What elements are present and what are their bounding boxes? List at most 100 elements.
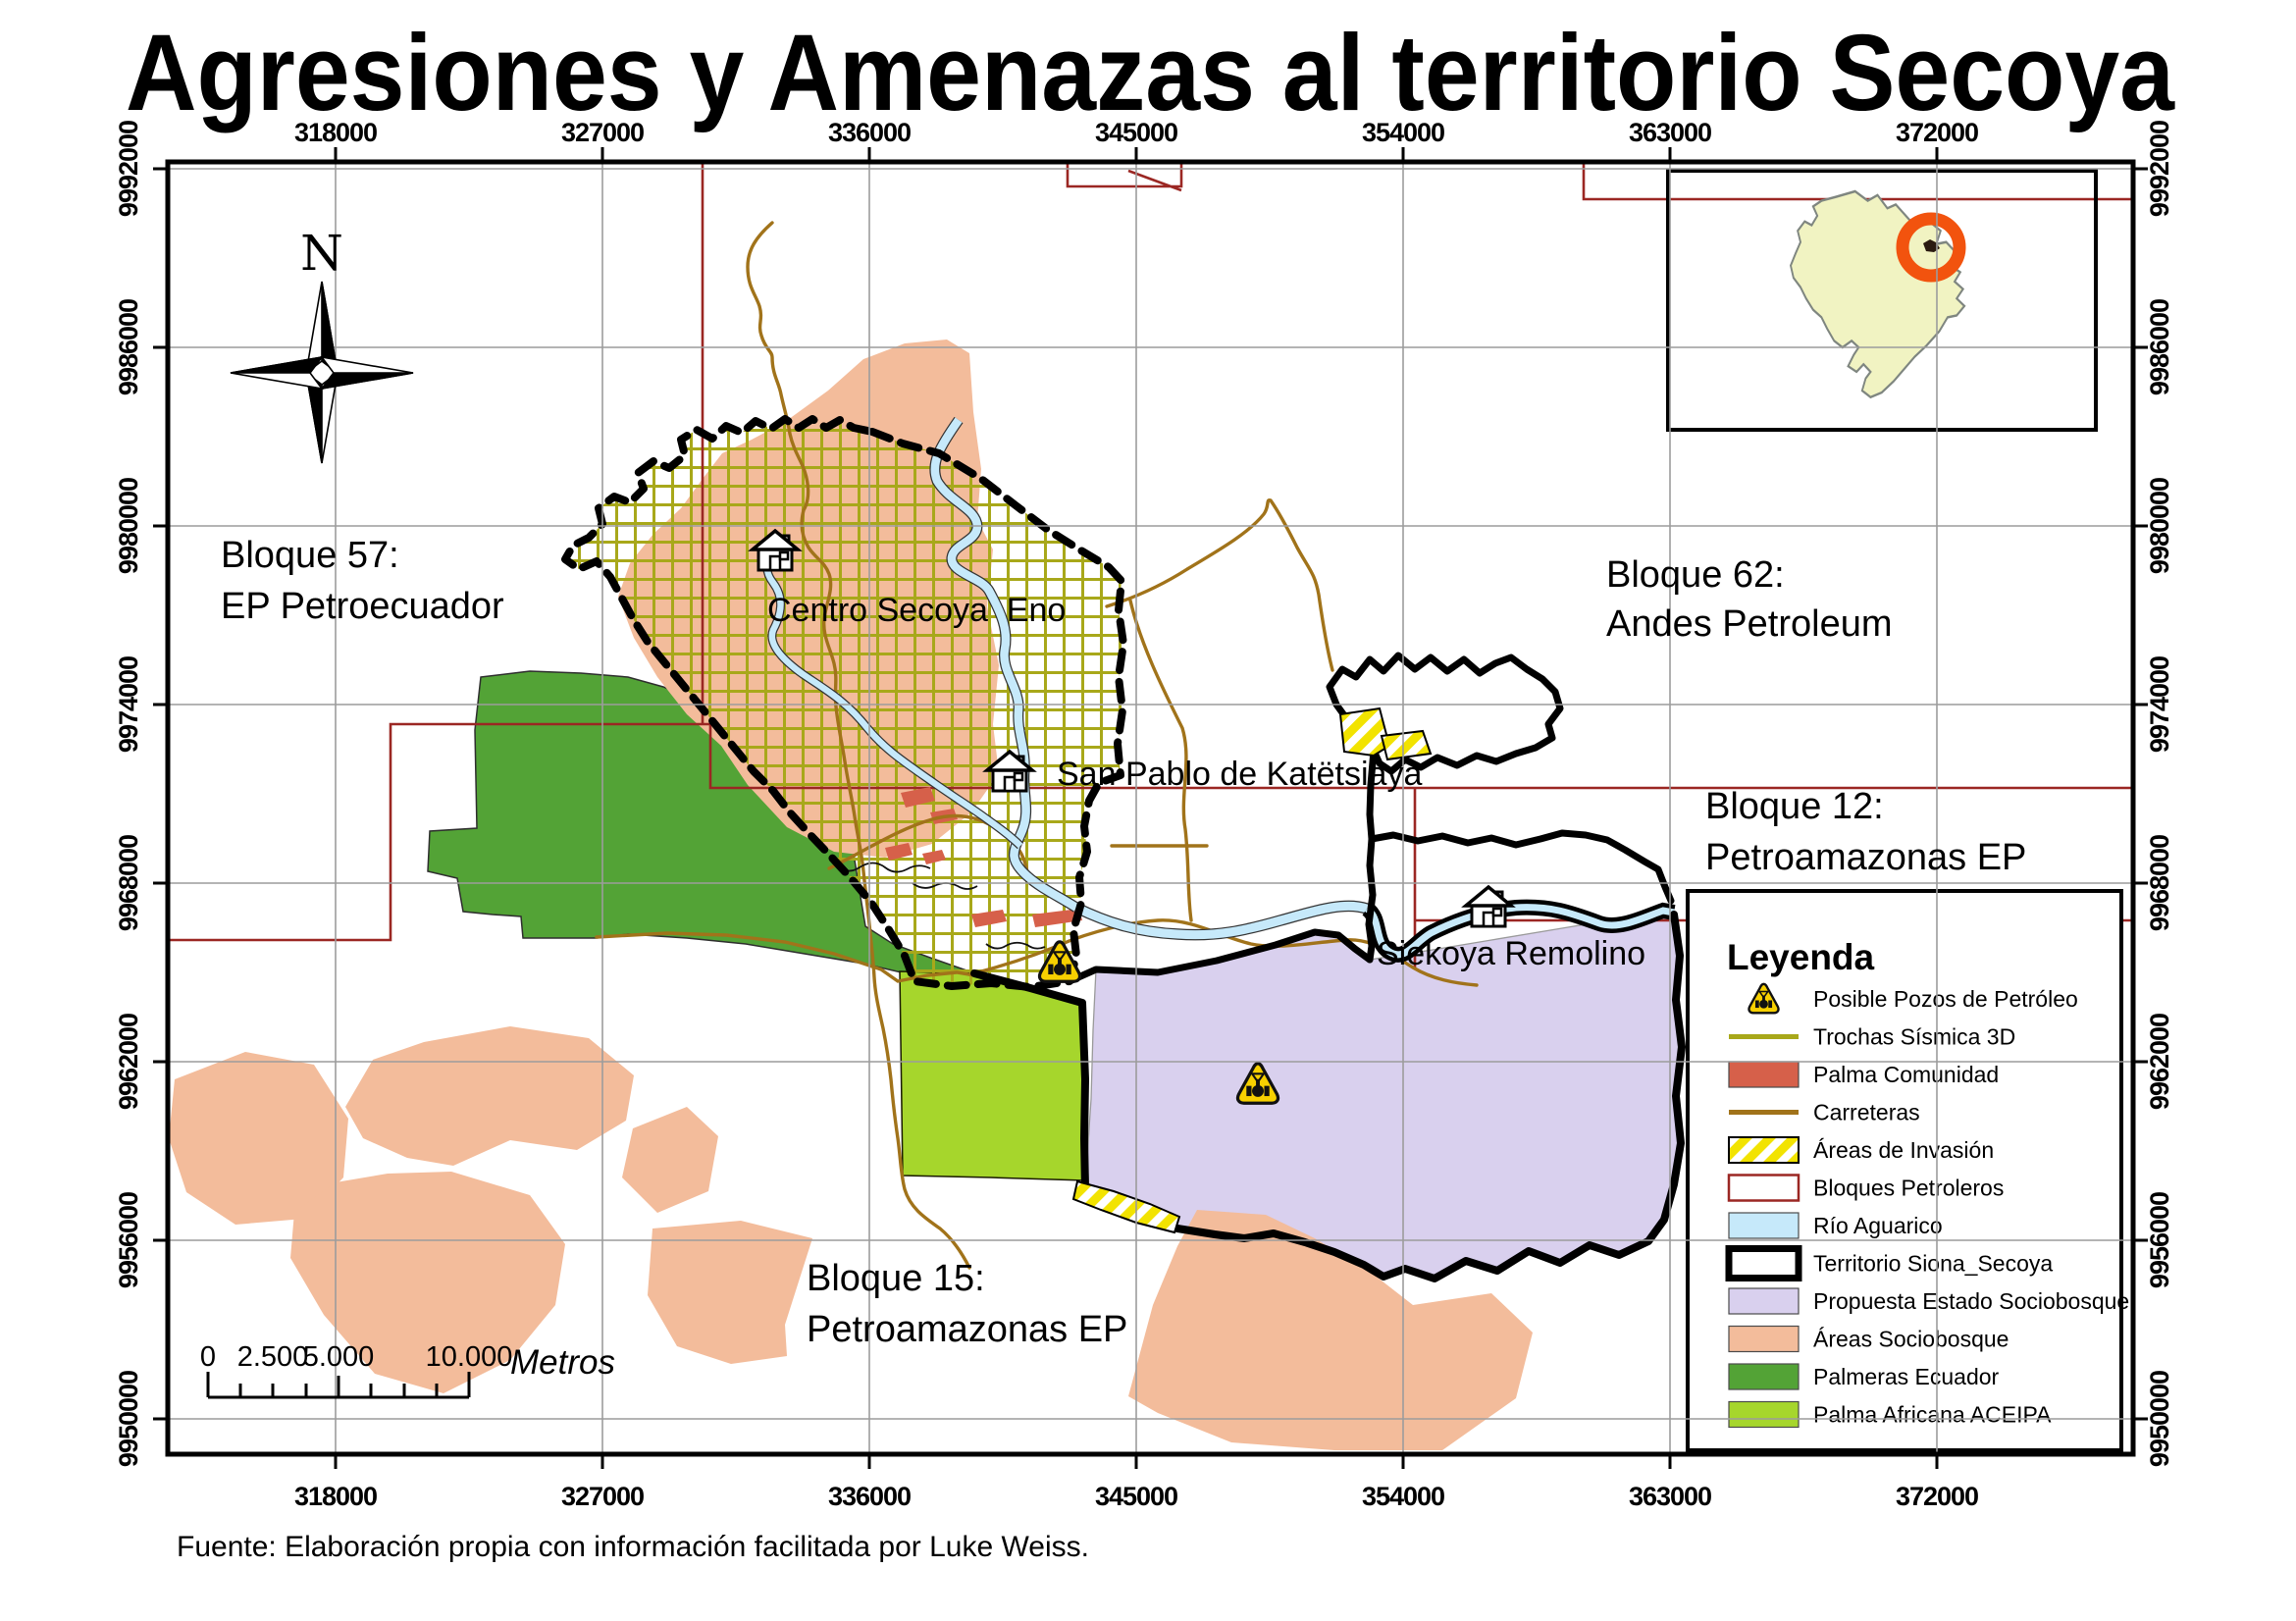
tick-left [153, 1238, 168, 1242]
sociobosque-area-sw3 [290, 1172, 565, 1393]
y-axis-label-left: 9962000 [114, 1014, 143, 1110]
north-label: N [300, 225, 343, 282]
legend-label-trochas-sismica-3d: Trochas Sísmica 3D [1813, 1024, 2015, 1050]
y-axis-label-left: 9956000 [114, 1192, 143, 1288]
y-axis-label-left: 9968000 [114, 835, 143, 931]
legend-rio-aguarico-swatch [1728, 1212, 1800, 1239]
sociobosque-area-sw5 [648, 1221, 812, 1364]
x-axis-label-top: 354000 [1362, 118, 1444, 147]
tick-left [153, 524, 168, 528]
map-text-labels: Bloque 57: EP Petroecuador Bloque 62: An… [221, 535, 2026, 1350]
legend-label-rio-aguarico: Río Aguarico [1813, 1213, 1943, 1238]
legend-box: Leyenda Posible Pozos de Petróleo Trochas… [1686, 889, 2129, 1452]
legend-territorio-siona-secoya-swatch [1725, 1245, 1802, 1281]
x-axis-label-bottom: 363000 [1629, 1482, 1711, 1511]
legend-item-propuesta-estado-sociobosque: Propuesta Estado Sociobosque [1728, 1287, 2129, 1315]
tick-top [1134, 147, 1138, 162]
scale-label-0: 0 [200, 1341, 216, 1373]
tick-bottom [1935, 1454, 1939, 1469]
tick-left [153, 1417, 168, 1421]
territory-dot [1923, 239, 1940, 252]
label-bloque12-line2: Petroamazonas EP [1705, 837, 2026, 878]
tick-right [2133, 703, 2148, 706]
palma-comunidad-patches [885, 787, 1082, 927]
legend-label-territorio-siona-secoya: Territorio Siona_Secoya [1813, 1251, 2053, 1277]
tick-top [1401, 147, 1405, 162]
tick-left [153, 167, 168, 171]
sociobosque-area-sw4 [622, 1107, 718, 1213]
x-axis-label-top: 318000 [294, 118, 377, 147]
compass-rose-icon [230, 281, 414, 464]
x-axis-label-top: 336000 [828, 118, 911, 147]
tick-left [153, 703, 168, 706]
legend-palma-comunidad-swatch [1728, 1061, 1800, 1088]
territory-highlight-ring-icon [1896, 212, 1966, 283]
legend-label-palma-comunidad: Palma Comunidad [1813, 1062, 1999, 1087]
legend-areas-de-invasion-swatch [1728, 1136, 1800, 1164]
legend-palmeras-ecuador-swatch [1728, 1363, 1800, 1390]
legend-item-rio-aguarico: Río Aguarico [1728, 1212, 1943, 1239]
tick-bottom [1668, 1454, 1672, 1469]
legend-item-palmeras-ecuador: Palmeras Ecuador [1728, 1363, 2000, 1390]
tick-right [2133, 345, 2148, 349]
x-axis-label-top: 327000 [561, 118, 644, 147]
legend-item-palma-comunidad: Palma Comunidad [1728, 1061, 1999, 1088]
legend-areas-sociobosque-swatch [1728, 1325, 1800, 1353]
y-axis-label-left: 9974000 [114, 656, 143, 753]
label-centro-secoya: Centro Secoya Eno [767, 592, 1066, 629]
y-axis-label-right: 9980000 [2145, 478, 2174, 574]
scale-label-2500: 2.500 [237, 1341, 309, 1373]
y-axis-label-left: 9980000 [114, 478, 143, 574]
legend-label-palma-africana-aceipa: Palma Africana ACEIPA [1813, 1402, 2052, 1428]
tick-right [2133, 881, 2148, 885]
territory-east-vertical [1365, 835, 1377, 964]
y-axis-label-left: 9950000 [114, 1371, 143, 1467]
tick-bottom [600, 1454, 604, 1469]
landuse-areas [169, 340, 1683, 1450]
areas-de-invasion [1071, 706, 1433, 1234]
label-bloque15-line1: Bloque 15: [807, 1258, 985, 1299]
axis-labels: 318000 318000 327000 327000 336000 336000 3450… [114, 118, 2174, 1511]
label-bloque62-line1: Bloque 62: [1606, 554, 1785, 596]
x-axis-label-bottom: 345000 [1095, 1482, 1177, 1511]
legend-label-posible-pozos-de-petroleo: Posible Pozos de Petróleo [1813, 986, 2078, 1012]
label-bloque12-line1: Bloque 12: [1705, 786, 1884, 827]
label-bloque15-line2: Petroamazonas EP [807, 1309, 1127, 1350]
legend-item-trochas-sismica-3d: Trochas Sísmica 3D [1729, 1024, 2015, 1050]
legend-bloques-petroleros-swatch [1727, 1174, 1800, 1202]
tick-right [2133, 167, 2148, 171]
scale-bar: 0 2.500 5.000 10.000 Metros [200, 1341, 615, 1399]
tick-bottom [334, 1454, 338, 1469]
label-bloque57-line2: EP Petroecuador [221, 586, 504, 627]
tick-top [1935, 147, 1939, 162]
house-icon-siekoya [1464, 885, 1513, 928]
label-bloque57-line1: Bloque 57: [221, 535, 399, 576]
axis-ticks [153, 147, 2148, 1469]
y-axis-label-right: 9974000 [2145, 656, 2174, 753]
graticule [168, 162, 2133, 1454]
y-axis-label-left: 9992000 [114, 121, 143, 217]
x-axis-label-top: 363000 [1629, 118, 1711, 147]
legend-item-bloques-petroleros: Bloques Petroleros [1727, 1174, 2004, 1202]
sociobosque-area-south [1128, 1210, 1533, 1450]
ecuador-inset-map [1666, 169, 2098, 432]
scale-label-10000: 10.000 [426, 1341, 513, 1373]
tick-bottom [1134, 1454, 1138, 1469]
rio-upper [762, 416, 1079, 913]
tick-right [2133, 1238, 2148, 1242]
legend-propuesta-estado-sociobosque-swatch [1728, 1287, 1800, 1315]
y-axis-label-right: 9950000 [2145, 1371, 2174, 1467]
page-title: Agresiones y Amenazas al territorio Seco… [126, 13, 2175, 133]
legend-label-areas-de-invasion: Áreas de Invasión [1813, 1137, 1994, 1163]
tick-right [2133, 524, 2148, 528]
palma-africana-aceipa-area [899, 970, 1088, 1181]
map-frame [165, 159, 2136, 1457]
label-siekoya: Siekoya Remolino [1377, 935, 1645, 972]
tick-left [153, 1060, 168, 1064]
legend-item-areas-sociobosque: Áreas Sociobosque [1728, 1325, 2009, 1353]
legend-item-posible-pozos-de-petroleo: Posible Pozos de Petróleo [1748, 982, 2078, 1015]
x-axis-label-bottom: 327000 [561, 1482, 644, 1511]
x-axis-label-bottom: 354000 [1362, 1482, 1444, 1511]
x-axis-label-top: 345000 [1095, 118, 1177, 147]
